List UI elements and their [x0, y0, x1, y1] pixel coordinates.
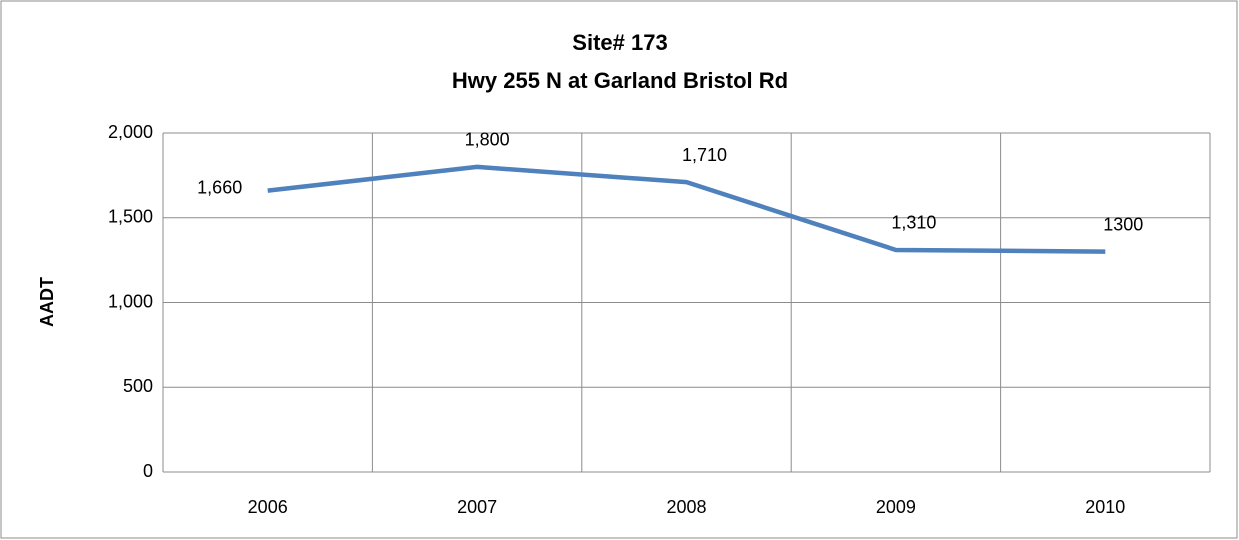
y-axis-label: AADT: [37, 277, 57, 327]
x-tick-label: 2009: [876, 497, 916, 517]
chart-title: Site# 173: [572, 30, 667, 55]
chart-subtitle: Hwy 255 N at Garland Bristol Rd: [452, 68, 788, 93]
y-tick-label: 1,000: [108, 291, 153, 311]
x-tick-label: 2010: [1085, 497, 1125, 517]
data-label: 1,660: [197, 177, 242, 197]
x-tick-label: 2008: [666, 497, 706, 517]
y-tick-label: 0: [143, 461, 153, 481]
data-label: 1300: [1103, 214, 1143, 234]
data-label: 1,800: [465, 130, 510, 150]
y-tick-label: 1,500: [108, 207, 153, 227]
y-tick-label: 2,000: [108, 122, 153, 142]
x-tick-label: 2006: [248, 497, 288, 517]
x-tick-label: 2007: [457, 497, 497, 517]
data-label: 1,310: [891, 213, 936, 233]
line: [267, 164, 1106, 254]
y-tick-label: 500: [123, 376, 153, 396]
data-label: 1,710: [682, 145, 727, 165]
